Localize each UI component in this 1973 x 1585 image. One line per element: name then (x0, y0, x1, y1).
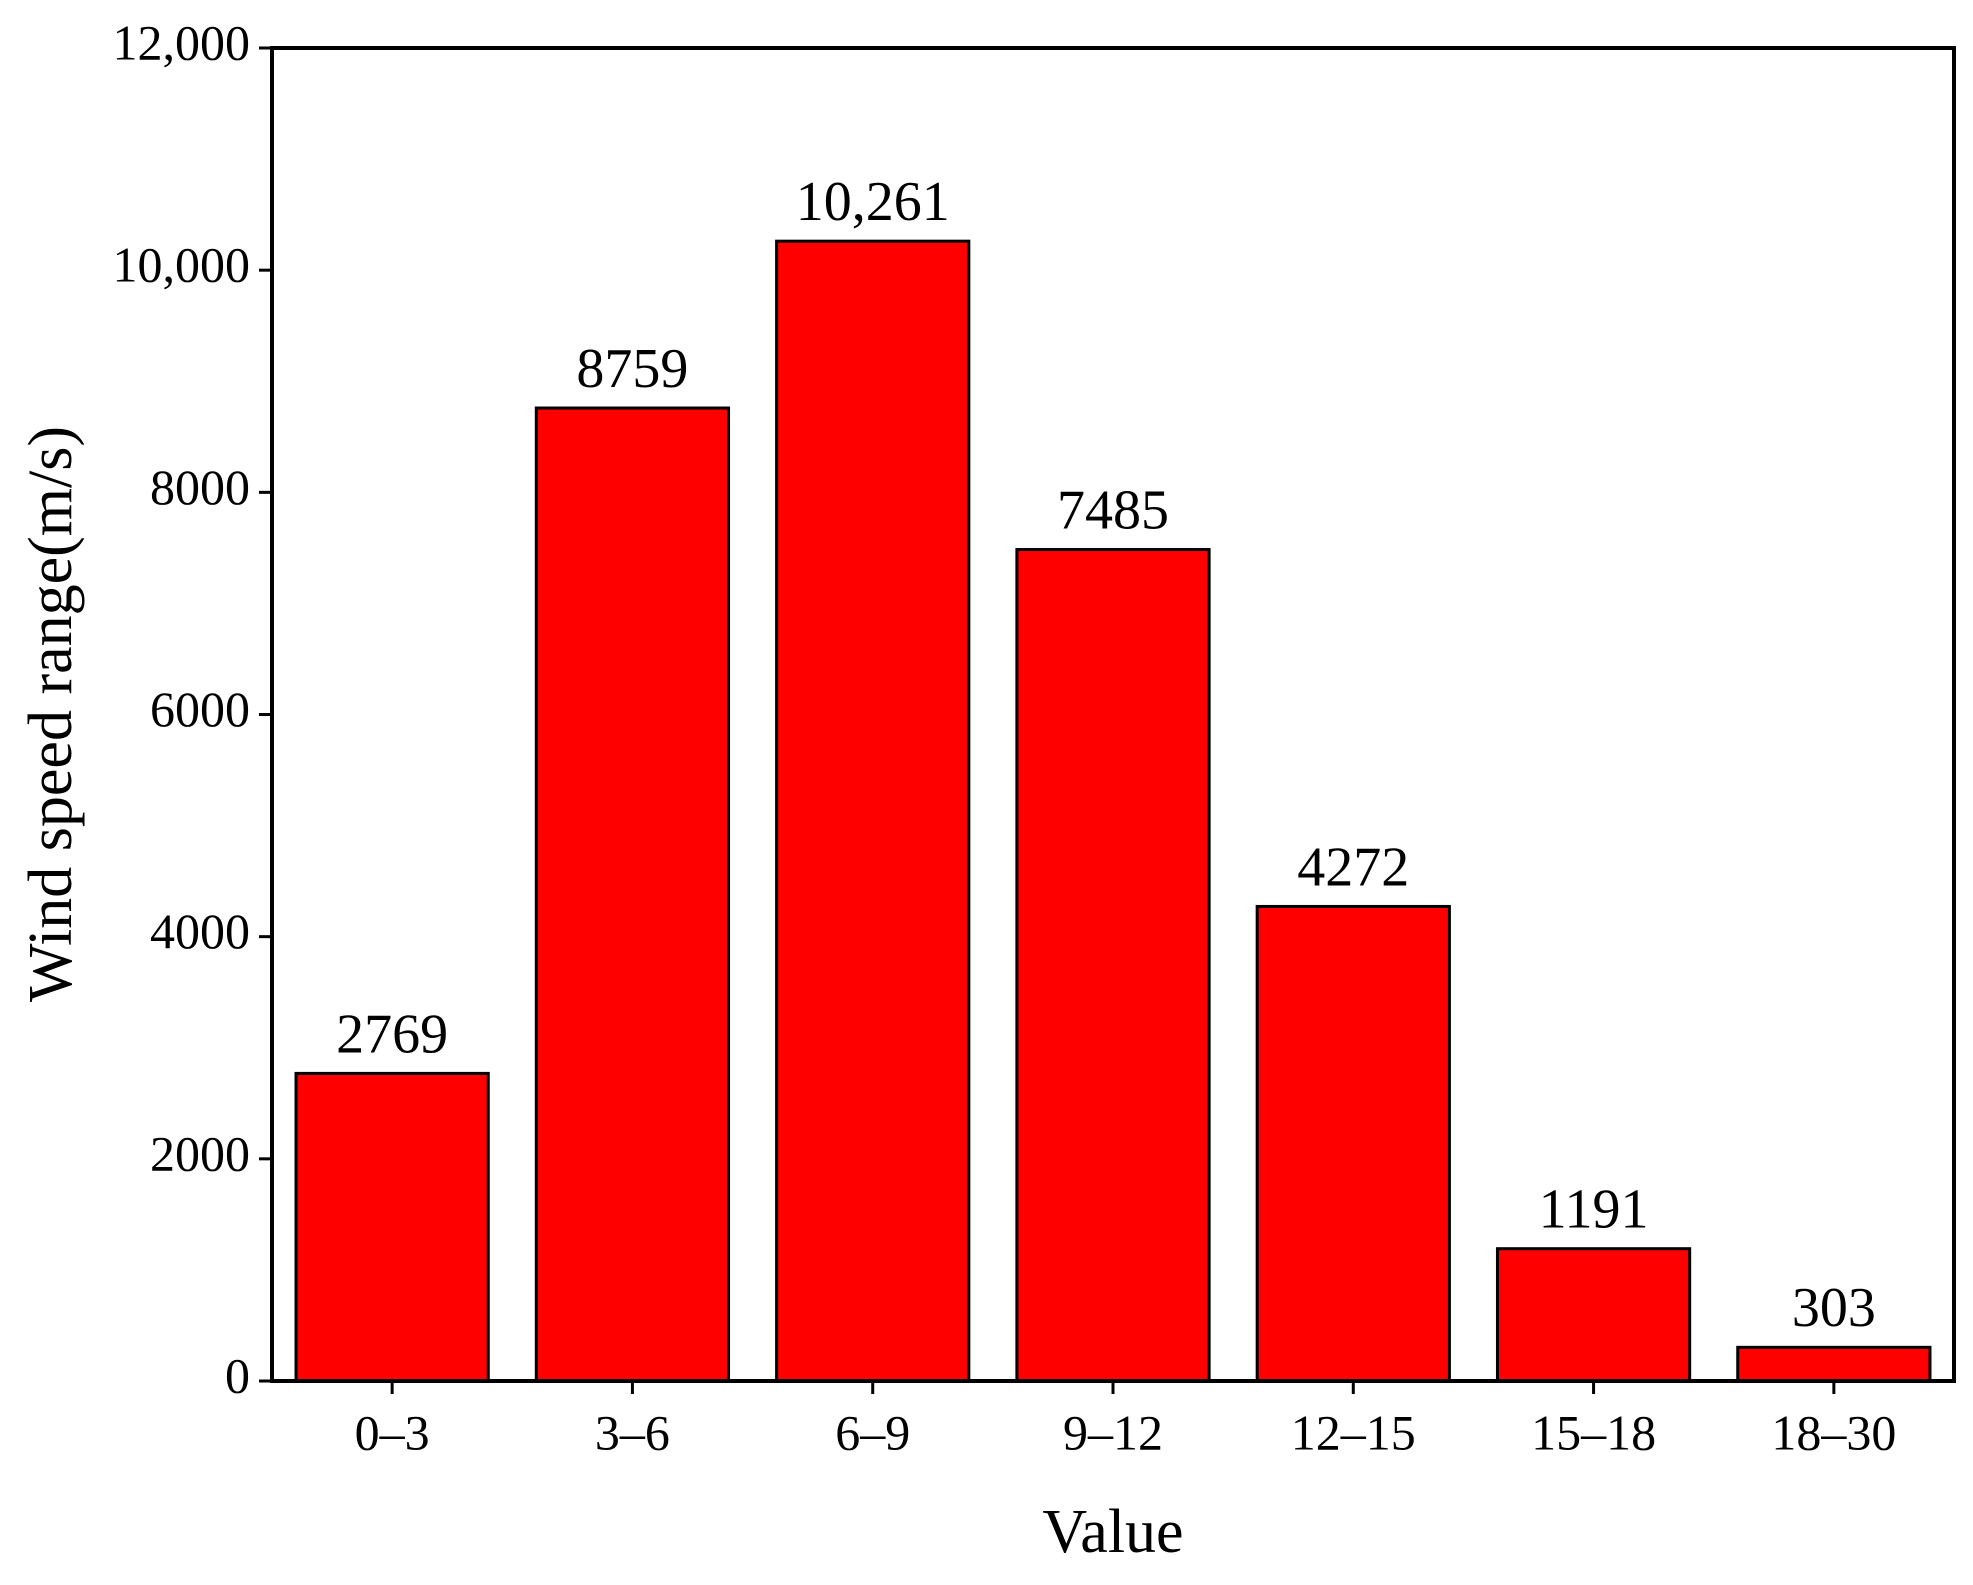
value-label: 303 (1792, 1277, 1876, 1339)
bar (775, 239, 971, 1383)
bar (1736, 1345, 1932, 1383)
bar (294, 1071, 490, 1383)
y-axis-title: Wind speed range(m/s) (17, 426, 85, 1002)
y-tick-label: 4000 (150, 903, 250, 959)
y-tick-label: 10,000 (113, 237, 251, 293)
value-label: 4272 (1297, 836, 1409, 898)
value-label: 2769 (336, 1003, 448, 1065)
x-tick-label: 9–12 (1063, 1404, 1163, 1460)
bar (1255, 904, 1451, 1383)
bar (1495, 1247, 1692, 1383)
x-axis-title: Value (1042, 1498, 1183, 1566)
y-tick-label: 8000 (150, 459, 250, 515)
x-tick-label: 12–15 (1291, 1404, 1416, 1460)
x-tick-label: 15–18 (1531, 1404, 1656, 1460)
x-tick-label: 3–6 (595, 1404, 670, 1460)
value-label: 1191 (1539, 1179, 1649, 1241)
x-tick-label: 0–3 (355, 1404, 430, 1460)
y-tick-label: 12,000 (113, 14, 251, 70)
value-label: 7485 (1057, 479, 1169, 541)
y-tick-label: 2000 (150, 1125, 250, 1181)
value-label: 10,261 (796, 171, 950, 233)
bar (534, 406, 731, 1383)
x-tick-label: 6–9 (835, 1404, 910, 1460)
plot-frame (270, 46, 1956, 1383)
bar (1015, 548, 1211, 1383)
x-tick-label: 18–30 (1771, 1404, 1896, 1460)
y-tick-label: 6000 (150, 681, 250, 737)
y-tick-label: 0 (225, 1347, 250, 1403)
value-label: 8759 (576, 338, 688, 400)
